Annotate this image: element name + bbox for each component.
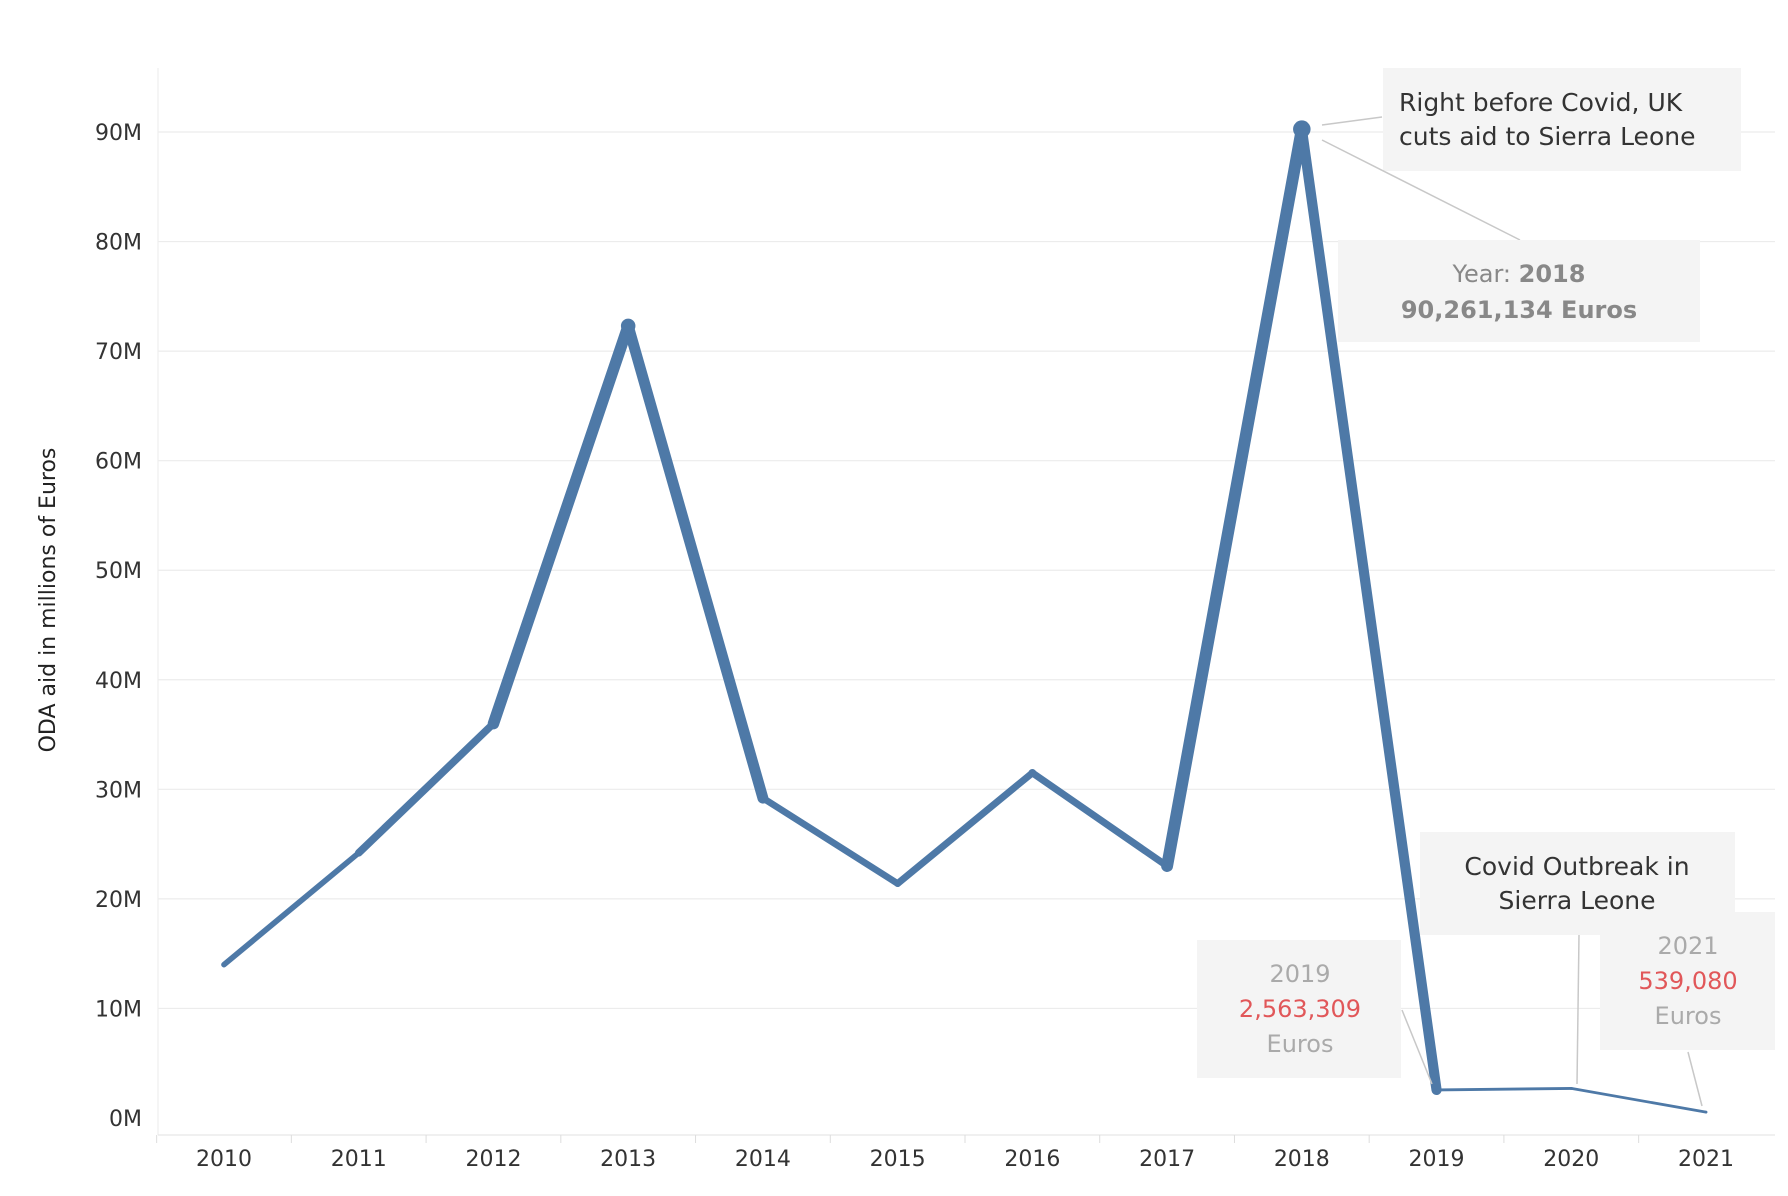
y2019-value: 2,563,309: [1239, 995, 1361, 1023]
data-point: [355, 849, 362, 857]
data-point: [620, 318, 636, 334]
data-point: [489, 719, 498, 728]
line-segment: [221, 850, 362, 968]
data-point: [221, 962, 227, 968]
y-tick-label: 90M: [95, 121, 142, 146]
x-tick-label: 2014: [735, 1147, 791, 1172]
covid-note-line-1: Covid Outbreak in: [1464, 852, 1689, 881]
y-tick-label: 20M: [95, 888, 142, 913]
annotation-peak-note: Right before Covid, UK cuts aid to Sierr…: [1321, 68, 1741, 171]
covid-note-line-2: Sierra Leone: [1499, 886, 1656, 915]
y-tick-label: 40M: [95, 669, 142, 694]
y2019-year: 2019: [1269, 960, 1330, 988]
data-point: [1028, 769, 1037, 777]
axes: [156, 68, 1775, 1143]
data-point: [1569, 1086, 1573, 1090]
y2021-year: 2021: [1657, 932, 1718, 960]
y-tick-label: 10M: [95, 997, 142, 1022]
line-segment: [1569, 1087, 1708, 1114]
line-segment: [354, 719, 498, 857]
y-tick-label: 70M: [95, 340, 142, 365]
annotation-2021: 2021 539,080 Euros: [1600, 912, 1775, 1107]
line-segment: [1296, 124, 1442, 1096]
peak-year-value: 2018: [1519, 260, 1586, 288]
peak-year-text: Year: 2018: [1452, 260, 1586, 288]
x-tick-label: 2020: [1543, 1147, 1599, 1172]
x-tick-label: 2017: [1139, 1147, 1195, 1172]
data-point: [1293, 120, 1311, 138]
y-tick-label: 30M: [95, 778, 142, 803]
line-segment: [759, 794, 901, 887]
y-tick-label: 0M: [109, 1107, 142, 1132]
peak-value: 90,261,134 Euros: [1401, 296, 1637, 324]
y2021-unit: Euros: [1655, 1002, 1722, 1030]
x-tick-labels: 2010 2011 2012 2013 2014 2015 2016 2017 2018 2019…: [196, 1147, 1734, 1172]
x-tick-label: 2021: [1678, 1147, 1734, 1172]
x-tick-label: 2016: [1004, 1147, 1060, 1172]
annotation-2019: 2019 2,563,309 Euros: [1197, 940, 1433, 1085]
line-segment: [1435, 1086, 1573, 1092]
line-segment: [487, 320, 634, 730]
data-point: [1704, 1110, 1708, 1114]
data-point: [1435, 1088, 1439, 1092]
x-tick-label: 2012: [465, 1147, 521, 1172]
y2019-unit: Euros: [1267, 1030, 1334, 1058]
x-tick-label: 2018: [1274, 1147, 1330, 1172]
x-tick-label: 2010: [196, 1147, 252, 1172]
line-segment: [1161, 123, 1308, 872]
x-tick-label: 2011: [331, 1147, 387, 1172]
annotation-2018-tooltip: Year: 2018 90,261,134 Euros: [1321, 139, 1700, 342]
x-tick-label: 2019: [1409, 1147, 1465, 1172]
data-point: [759, 794, 767, 802]
line-segment: [622, 320, 769, 804]
peak-year-label: Year:: [1452, 260, 1511, 288]
x-tick-label: 2013: [600, 1147, 656, 1172]
y-tick-label: 50M: [95, 559, 142, 584]
peak-note-line-2: cuts aid to Sierra Leone: [1399, 122, 1695, 151]
data-point: [894, 880, 901, 887]
y-tick-label: 60M: [95, 450, 142, 475]
peak-note-line-1: Right before Covid, UK: [1399, 88, 1683, 117]
line-segment: [1028, 769, 1171, 870]
x-tick-label: 2015: [870, 1147, 926, 1172]
y-tick-label: 80M: [95, 231, 142, 256]
y2021-value: 539,080: [1638, 967, 1737, 995]
y-axis-label: ODA aid in millions of Euros: [36, 448, 61, 753]
y-tick-labels: 0M 10M 20M 30M 40M 50M 60M 70M 80M 90M: [95, 121, 142, 1132]
line-segment: [894, 769, 1036, 887]
data-point: [1163, 862, 1171, 870]
aid-series: [221, 120, 1708, 1114]
